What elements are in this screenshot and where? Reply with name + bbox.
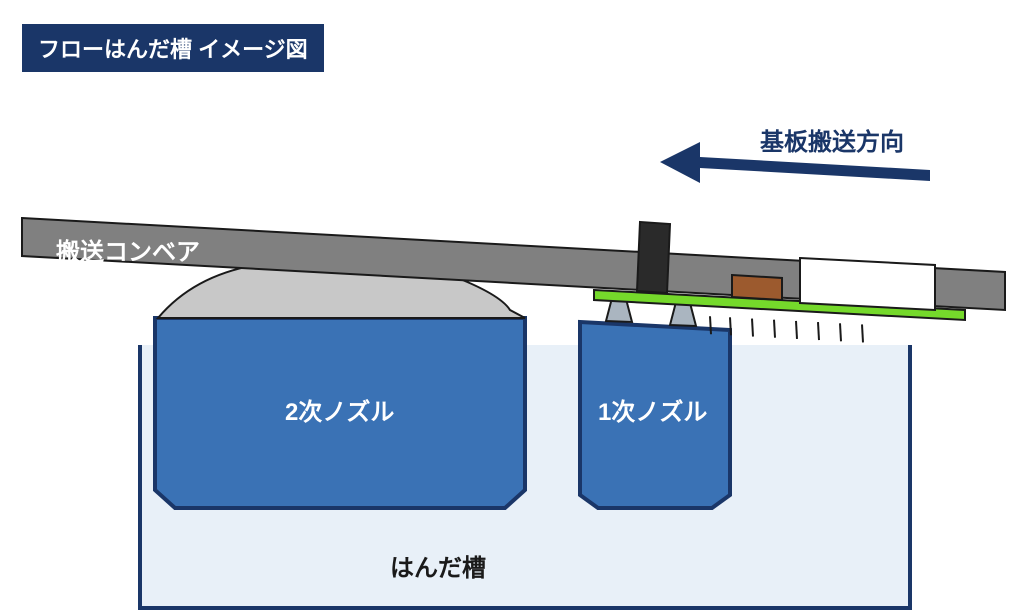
component-lead bbox=[862, 324, 863, 342]
diagram-svg bbox=[0, 0, 1024, 615]
black-component bbox=[637, 222, 670, 293]
component-lead bbox=[774, 320, 775, 338]
tank-label: はんだ槽 bbox=[390, 548, 486, 583]
arrow-label: 基板搬送方向 bbox=[760, 122, 904, 157]
primary-nozzle-label: 1次ノズル bbox=[598, 392, 707, 427]
white-component bbox=[800, 258, 935, 310]
component-lead bbox=[796, 321, 797, 339]
brown-component bbox=[732, 275, 782, 300]
conveyor-label: 搬送コンベア bbox=[56, 232, 200, 267]
secondary-nozzle-label: 2次ノズル bbox=[285, 392, 394, 427]
component-lead bbox=[730, 317, 731, 335]
component-lead bbox=[752, 319, 753, 337]
component-lead bbox=[840, 323, 841, 341]
component-lead bbox=[710, 316, 711, 334]
component-lead bbox=[818, 322, 819, 340]
component-leads bbox=[710, 316, 863, 342]
